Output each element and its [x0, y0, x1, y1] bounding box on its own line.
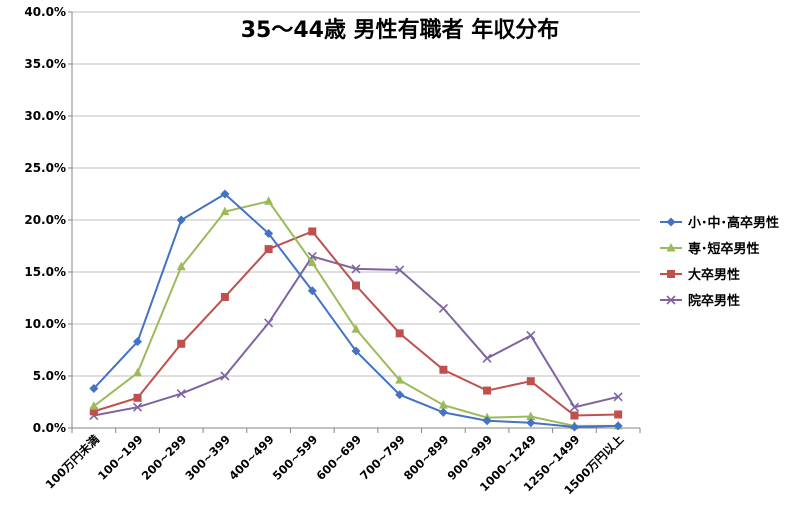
- y-axis-tick-labels: 0.0% 5.0% 10.0% 15.0% 20.0% 25.0% 30.0% 35.0% 40…: [24, 5, 66, 435]
- data-point: [351, 346, 361, 356]
- data-point: [482, 416, 492, 426]
- y-tick-label: 35.0%: [24, 57, 66, 71]
- data-point: [438, 303, 448, 313]
- data-point: [264, 196, 274, 205]
- legend-marker: [667, 270, 675, 278]
- data-point: [569, 422, 579, 432]
- data-point: [483, 386, 492, 395]
- data-point: [89, 407, 98, 416]
- series-lines: [89, 189, 623, 432]
- data-point: [351, 324, 361, 333]
- data-point: [613, 392, 623, 402]
- data-point: [132, 402, 143, 412]
- x-axis-tick-labels: 100万円未満100~199200~299300~399400~499500~5…: [43, 432, 627, 497]
- data-point: [308, 227, 317, 236]
- series-group: [89, 251, 623, 421]
- data-point: [220, 371, 230, 381]
- x-tick-label: 800~899: [401, 432, 452, 483]
- y-tick-label: 0.0%: [33, 421, 66, 435]
- legend-entry: 専･短卒男性: [660, 241, 760, 257]
- series-line: [93, 200, 619, 427]
- data-point: [307, 286, 317, 296]
- legend-marker: [666, 295, 676, 305]
- data-point: [395, 390, 405, 400]
- y-tick-label: 15.0%: [24, 265, 66, 279]
- legend-label: 専･短卒男性: [688, 241, 760, 257]
- data-point: [526, 418, 536, 428]
- data-point: [438, 407, 448, 417]
- legend-entry: 大卒男性: [660, 267, 740, 283]
- data-point: [264, 245, 273, 254]
- data-point: [395, 265, 405, 275]
- x-tick-label: 200~299: [139, 432, 190, 483]
- data-point: [395, 375, 405, 384]
- data-point: [133, 337, 143, 347]
- chart-title: 35～44歳 男性有職者 年収分布: [241, 17, 560, 43]
- data-point: [176, 389, 186, 399]
- data-point: [526, 411, 536, 421]
- series-group: [89, 227, 623, 420]
- gridlines: [72, 11, 640, 377]
- legend-label: 院卒男性: [688, 293, 740, 309]
- data-point: [438, 400, 448, 409]
- x-tick-label: 400~499: [226, 432, 277, 483]
- legend-label: 大卒男性: [688, 267, 740, 283]
- data-point: [351, 264, 361, 274]
- data-point: [569, 402, 580, 412]
- series-group: [89, 189, 623, 432]
- y-tick-label: 10.0%: [24, 317, 66, 331]
- x-tick-label: 700~799: [357, 432, 408, 483]
- data-point: [220, 206, 230, 216]
- data-point: [89, 383, 99, 393]
- x-tick-label: 300~399: [182, 432, 233, 483]
- data-point: [220, 189, 230, 199]
- series-group: [89, 196, 623, 430]
- axes: [68, 11, 641, 433]
- series-line: [93, 230, 619, 417]
- data-point: [352, 281, 360, 290]
- data-point: [264, 318, 274, 328]
- data-point: [526, 377, 535, 386]
- data-point: [614, 410, 623, 419]
- data-point: [526, 330, 536, 341]
- data-point: [176, 261, 186, 271]
- data-point: [89, 401, 99, 410]
- data-point: [264, 229, 274, 239]
- data-point: [133, 393, 142, 402]
- y-tick-label: 5.0%: [33, 369, 66, 383]
- data-point: [176, 215, 186, 225]
- series-line: [93, 192, 619, 428]
- y-tick-label: 25.0%: [24, 161, 66, 175]
- legend-label: 小･中･高卒男性: [688, 215, 779, 231]
- data-point: [613, 421, 623, 431]
- data-point: [307, 257, 317, 267]
- legend-entry: 小･中･高卒男性: [660, 215, 779, 231]
- y-tick-label: 30.0%: [24, 109, 66, 123]
- data-point: [177, 339, 186, 348]
- data-point: [439, 365, 448, 374]
- x-tick-label: 500~599: [270, 432, 321, 483]
- legend-entry: 院卒男性: [660, 293, 740, 309]
- data-point: [220, 292, 229, 301]
- data-point: [482, 353, 492, 363]
- x-tick-label: 100万円未満: [43, 432, 103, 492]
- legend-marker: [666, 217, 676, 227]
- x-tick-label: 100~199: [95, 432, 146, 483]
- legend-marker: [666, 243, 676, 252]
- data-point: [395, 329, 404, 338]
- x-tick-label: 600~699: [313, 432, 364, 483]
- data-point: [133, 367, 143, 377]
- data-point: [570, 411, 579, 420]
- y-tick-label: 20.0%: [24, 213, 66, 227]
- series-line: [93, 255, 619, 417]
- y-tick-label: 40.0%: [24, 5, 66, 19]
